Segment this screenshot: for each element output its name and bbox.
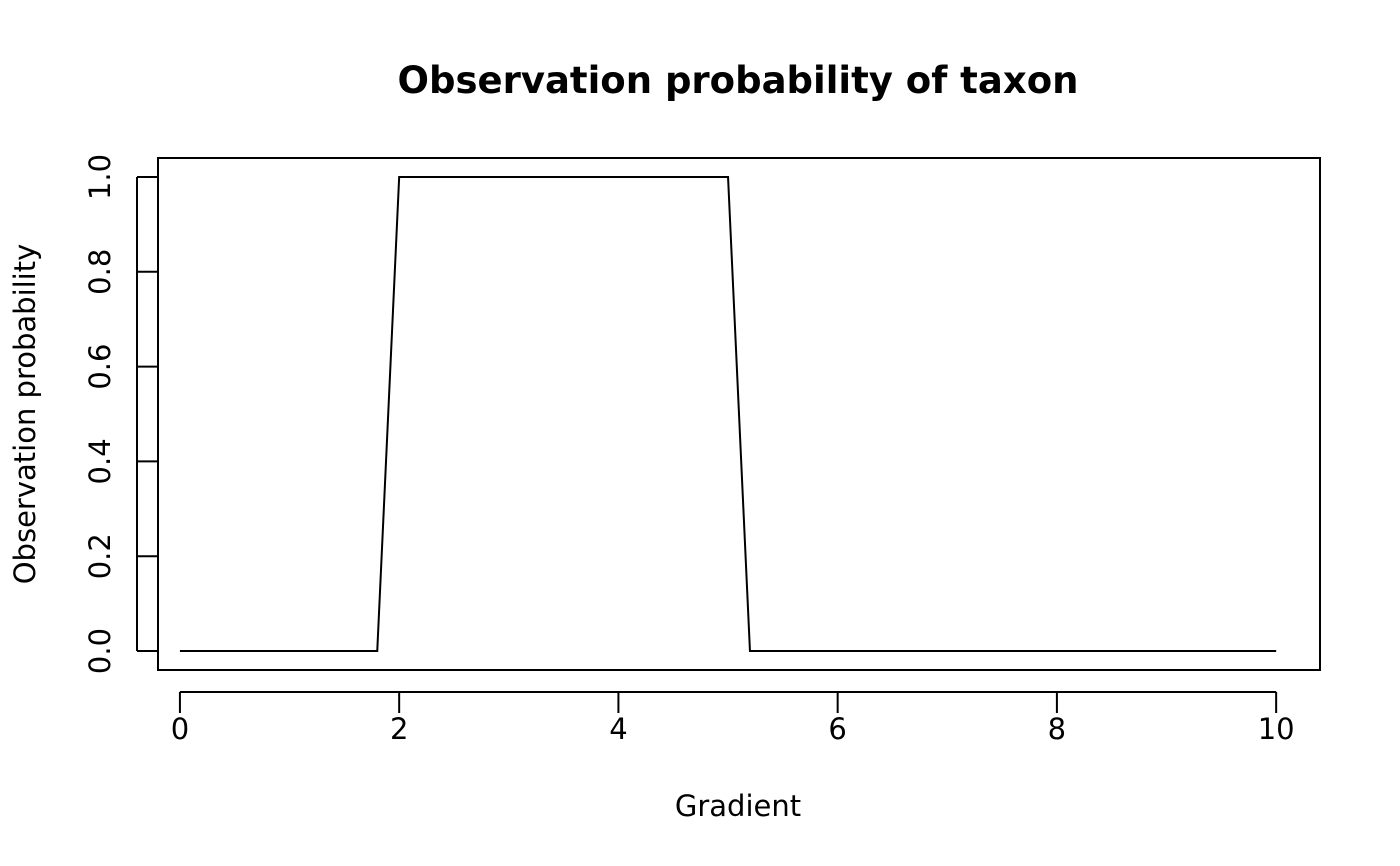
y-tick-label: 0.6 [83, 344, 117, 390]
y-tick-label: 0.2 [83, 533, 117, 579]
x-tick-label: 2 [390, 712, 408, 746]
chart-title: Observation probability of taxon [398, 59, 1079, 102]
y-axis-label: Observation probability [8, 244, 42, 585]
y-tick-label: 0.0 [83, 628, 117, 674]
y-tick-label: 0.8 [83, 249, 117, 295]
y-tick-label: 1.0 [83, 154, 117, 200]
x-tick-label: 4 [609, 712, 627, 746]
x-axis-label: Gradient [675, 789, 801, 823]
y-axis: 0.0 0.2 0.4 0.6 0.8 1.0 [83, 154, 158, 674]
x-tick-label: 6 [828, 712, 846, 746]
x-tick-label: 10 [1258, 712, 1295, 746]
plot-series [179, 175, 1277, 653]
x-tick-label: 8 [1048, 712, 1066, 746]
plot-frame [157, 157, 1321, 671]
y-tick-label: 0.4 [83, 438, 117, 484]
series-line [179, 175, 1277, 653]
x-tick-label: 0 [171, 712, 189, 746]
x-axis: 0 2 4 6 8 10 [171, 691, 1295, 746]
